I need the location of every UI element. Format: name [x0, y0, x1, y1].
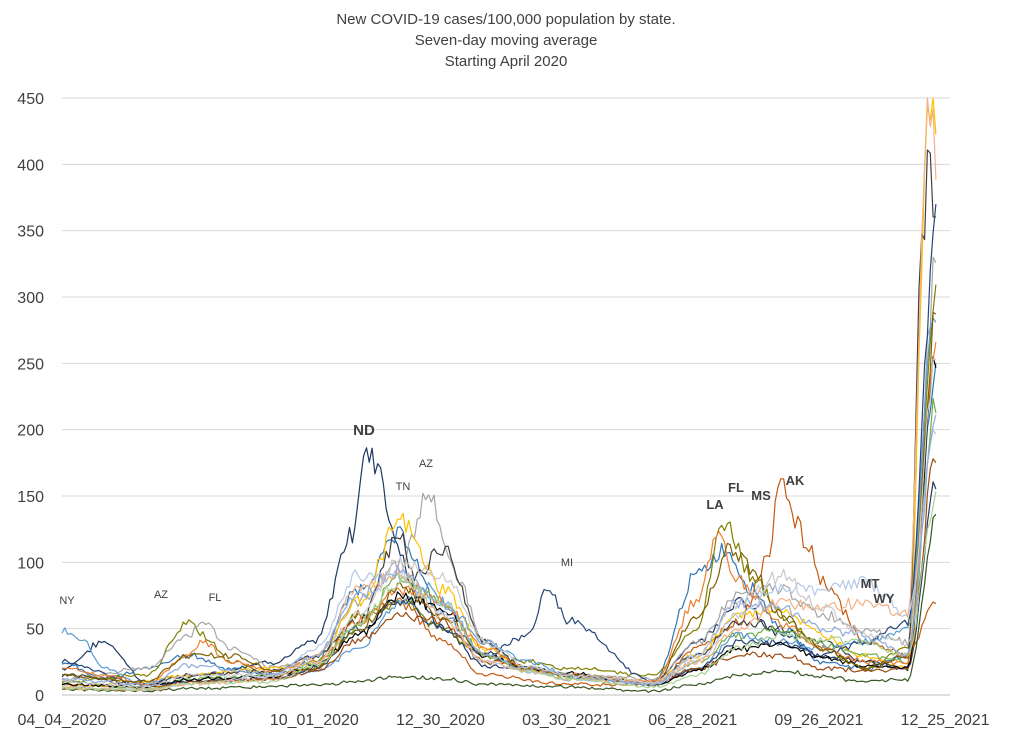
series-line — [62, 513, 937, 693]
state-label: AZ — [419, 458, 433, 470]
x-tick-label: 12_30_2020 — [396, 712, 485, 729]
state-label: FL — [728, 480, 744, 495]
state-label: WY — [874, 591, 895, 606]
y-tick-label: 450 — [17, 91, 44, 108]
state-label: TN — [396, 481, 411, 493]
series-line — [61, 97, 937, 692]
x-tick-label: 12_25_2021 — [901, 712, 990, 729]
series-line — [62, 342, 937, 686]
state-label: AK — [786, 473, 805, 488]
series-line — [61, 363, 937, 684]
series-lines — [61, 97, 937, 693]
series-line — [61, 256, 937, 682]
chart-subtitle-1: Seven-day moving average — [414, 32, 598, 49]
state-label: MT — [861, 576, 880, 591]
series-line — [61, 311, 937, 686]
series-line — [62, 358, 936, 689]
x-tick-label: 06_28_2021 — [648, 712, 737, 729]
state-label: NY — [59, 595, 75, 607]
chart-subtitle-2: Starting April 2020 — [444, 53, 568, 70]
y-axis-ticks: 0 50 100 150 200 250 300 350 400 450 — [17, 91, 44, 705]
y-tick-label: 150 — [17, 489, 44, 506]
x-tick-label: 04_04_2020 — [18, 712, 107, 729]
state-label: LA — [706, 497, 724, 512]
x-tick-label: 09_26_2021 — [774, 712, 863, 729]
chart-title-block: New COVID-19 cases/100,000 population by… — [0, 9, 1012, 72]
series-line — [61, 414, 937, 687]
y-tick-label: 0 — [35, 688, 44, 705]
state-label: MS — [751, 488, 771, 503]
state-label: MI — [561, 557, 573, 569]
x-axis-ticks: 04_04_2020 07_03_2020 10_01_2020 12_30_2020… — [18, 712, 990, 729]
y-tick-label: 350 — [17, 224, 44, 241]
y-tick-label: 250 — [17, 356, 44, 373]
y-tick-label: 200 — [17, 423, 44, 440]
series-line — [61, 458, 937, 692]
y-tick-label: 400 — [17, 157, 44, 174]
chart-title: New COVID-19 cases/100,000 population by… — [336, 11, 676, 28]
y-tick-label: 50 — [26, 622, 44, 639]
state-label: ND — [353, 422, 375, 439]
x-tick-label: 10_01_2020 — [270, 712, 359, 729]
series-line — [61, 204, 937, 687]
gridlines — [62, 97, 950, 696]
x-tick-label: 07_03_2020 — [144, 712, 233, 729]
y-tick-label: 100 — [17, 555, 44, 572]
x-tick-label: 03_30_2021 — [522, 712, 611, 729]
state-label: FL — [209, 592, 222, 604]
state-label: AZ — [154, 589, 168, 601]
y-tick-label: 300 — [17, 290, 44, 307]
